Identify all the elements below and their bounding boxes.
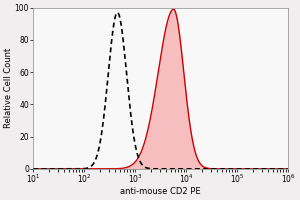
Y-axis label: Relative Cell Count: Relative Cell Count [4, 48, 13, 128]
X-axis label: anti-mouse CD2 PE: anti-mouse CD2 PE [121, 187, 201, 196]
